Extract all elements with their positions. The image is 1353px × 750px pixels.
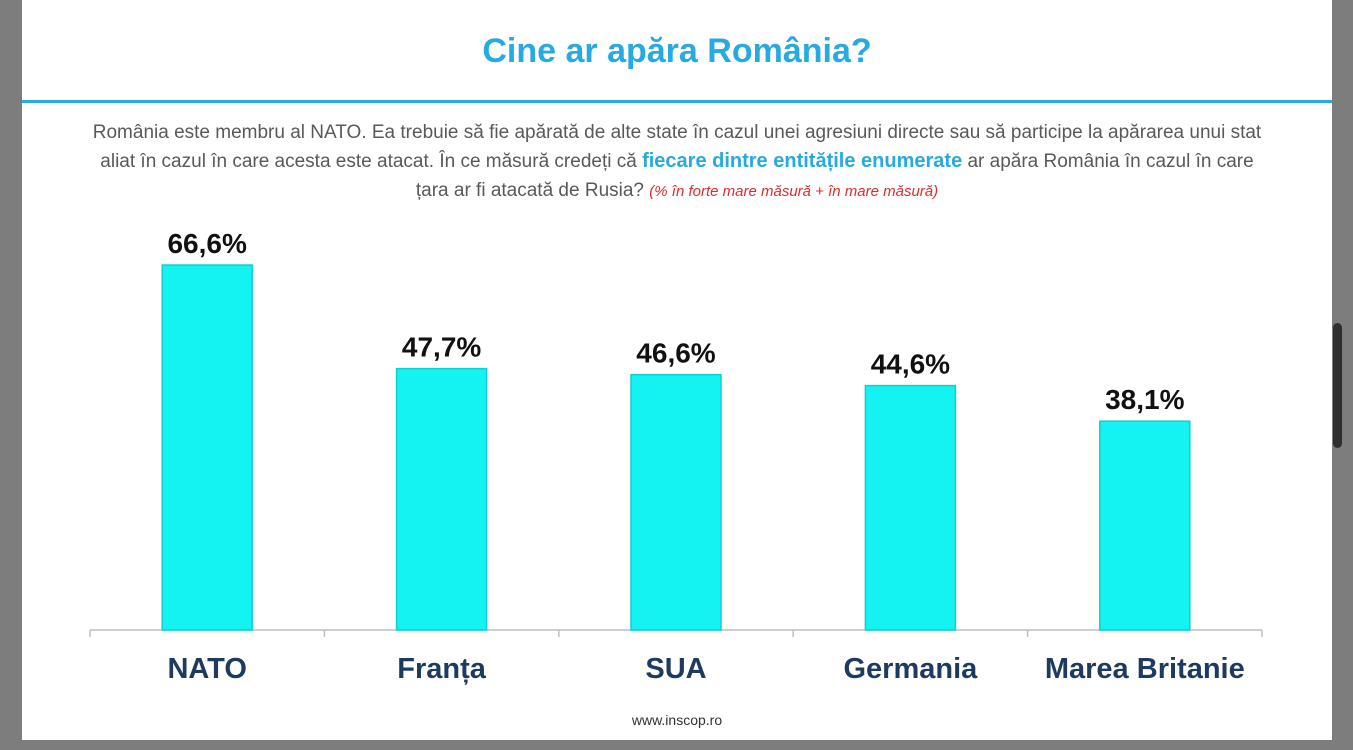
data-label: 44,6% — [871, 349, 950, 380]
category-label: Germania — [844, 653, 979, 685]
bar — [395, 367, 488, 631]
category-label: Marea Britanie — [1045, 653, 1245, 685]
question-note: (% în forte mare măsură + în mare măsură… — [649, 183, 939, 200]
data-label: 47,7% — [402, 332, 481, 363]
data-label: 38,1% — [1105, 384, 1184, 415]
title-divider — [22, 100, 1332, 103]
question-text: România este membru al NATO. Ea trebuie … — [92, 118, 1262, 206]
category-label: Franța — [397, 653, 487, 685]
bar — [161, 264, 253, 631]
page-title: Cine ar apăra România? — [482, 32, 872, 70]
category-label: NATO — [167, 653, 246, 685]
question-part2: ar apăra România în cazul în care țara a… — [415, 151, 1254, 201]
data-label: 66,6% — [167, 228, 246, 259]
footer-url: www.inscop.ro — [631, 712, 723, 728]
data-label: 46,6% — [636, 338, 715, 369]
question-part1: România este membru al NATO. Ea trebuie … — [92, 122, 1262, 172]
bar — [1099, 420, 1191, 631]
question-highlight: fiecare dintre entitățile enumerate — [642, 150, 963, 172]
category-label: SUA — [645, 653, 706, 685]
bar — [864, 384, 957, 631]
scrollbar-thumb[interactable] — [1333, 323, 1342, 448]
bar — [630, 373, 722, 631]
